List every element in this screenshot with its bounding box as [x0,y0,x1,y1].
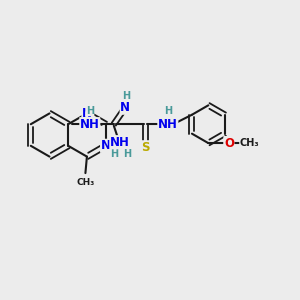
Text: H: H [123,149,131,159]
Text: H: H [122,91,130,101]
Text: CH₃: CH₃ [76,178,94,187]
Text: NH: NH [80,118,100,131]
Text: S: S [141,141,150,154]
Text: NH: NH [158,118,178,131]
Text: CH₃: CH₃ [240,138,260,148]
Text: N: N [120,101,130,114]
Text: NH: NH [110,136,130,149]
Text: N: N [82,107,92,120]
Text: O: O [224,136,234,150]
Text: N: N [100,139,111,152]
Text: H: H [110,149,118,159]
Text: H: H [164,106,172,116]
Text: H: H [86,106,94,116]
